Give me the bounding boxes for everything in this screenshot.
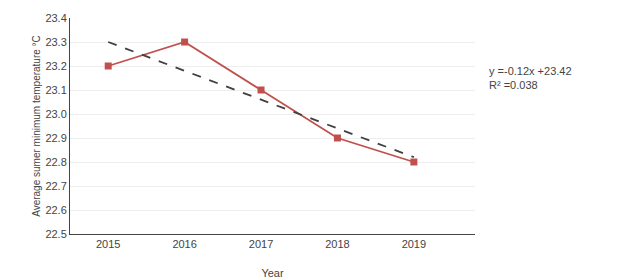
svg-text:23.1: 23.1 [45,84,66,96]
svg-text:22.7: 22.7 [45,180,66,192]
svg-text:22.9: 22.9 [45,132,66,144]
svg-text:22.5: 22.5 [45,228,66,240]
svg-text:2016: 2016 [172,238,196,250]
svg-text:23.4: 23.4 [45,12,66,24]
svg-text:22.8: 22.8 [45,156,66,168]
svg-text:23.3: 23.3 [45,36,66,48]
svg-text:2015: 2015 [96,238,120,250]
svg-text:2018: 2018 [325,238,349,250]
svg-text:23.0: 23.0 [45,108,66,120]
svg-text:2019: 2019 [402,238,426,250]
svg-text:y =-0.12x +23.42R² =0.038: y =-0.12x +23.42R² =0.038 [489,65,572,91]
svg-text:Year: Year [261,267,284,279]
svg-text:Average sumer minimum temperat: Average sumer minimum temperature °C [31,35,42,217]
svg-text:23.2: 23.2 [45,60,66,72]
svg-text:22.6: 22.6 [45,204,66,216]
svg-text:2017: 2017 [249,238,273,250]
